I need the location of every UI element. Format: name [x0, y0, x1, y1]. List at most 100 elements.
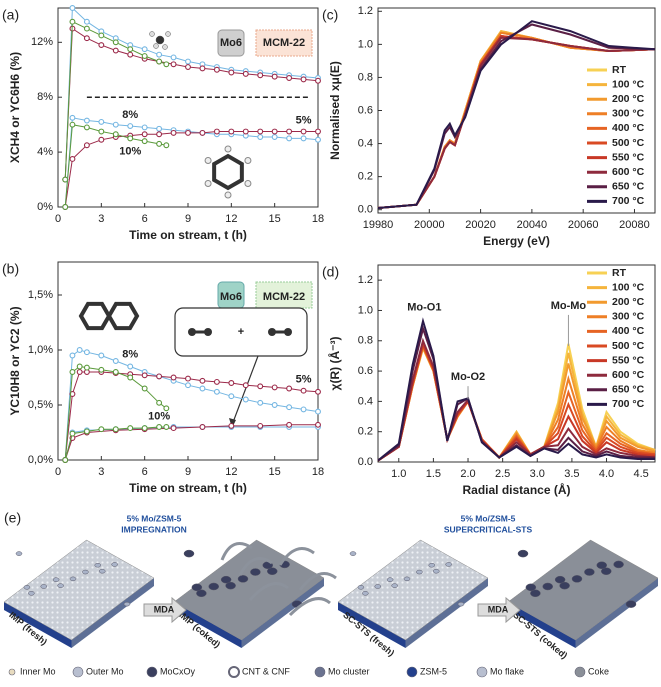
annotation: Mo-O1 [407, 301, 441, 313]
data-point [83, 142, 90, 149]
slab-side [241, 578, 324, 648]
mo-particle [28, 591, 35, 596]
data-point [141, 425, 148, 432]
y-tick-label: 8% [37, 91, 53, 103]
panel-label: (a) [2, 7, 19, 23]
data-point [185, 58, 191, 65]
legend-label: 200 °C [612, 93, 645, 105]
mo-particle [357, 585, 365, 590]
data-point [62, 204, 69, 210]
mo-particle [111, 562, 118, 567]
data-point [98, 42, 105, 49]
legend-label: CNT & CNF [242, 666, 290, 676]
mo-particle [457, 601, 465, 607]
mda-arrow [477, 596, 521, 624]
coke-particle [596, 561, 607, 569]
data-point [286, 75, 293, 81]
data-point [242, 128, 249, 135]
molecule-atom [165, 31, 171, 37]
series-label: 5% [296, 374, 312, 386]
mo-particle [374, 584, 381, 589]
x-tick-label: 20000 [414, 219, 445, 231]
coke-particle [191, 583, 203, 592]
data-point [185, 375, 191, 382]
slab-side [508, 602, 576, 648]
data-point [141, 138, 148, 145]
data-point [112, 426, 119, 433]
series-label: 10% [119, 145, 141, 157]
data-point [98, 136, 105, 143]
legend-label: 550 °C [612, 151, 645, 163]
data-point [69, 391, 76, 397]
legend-icon [8, 668, 16, 676]
x-tick-label: 12 [225, 466, 237, 478]
annotation: Mo-Mo [551, 300, 587, 312]
data-point [112, 47, 119, 54]
ethane-box [174, 307, 308, 357]
data-point [271, 73, 278, 80]
x-tick-label: 20040 [517, 219, 548, 231]
y-tick-label: 1.0 [358, 38, 373, 50]
x-tick-label: 19980 [363, 219, 394, 231]
data-point [300, 128, 307, 135]
data-point [156, 131, 163, 138]
data-point [228, 128, 235, 135]
x-tick-label: 9 [185, 466, 191, 478]
schematic-title: 5% Mo/ZSM-5 [127, 513, 182, 523]
x-tick-label: 4.5 [634, 468, 649, 480]
legend-label: Coke [588, 666, 609, 676]
data-point [286, 135, 293, 142]
x-tick-label: 3 [98, 466, 104, 478]
mcm22-icon [255, 281, 313, 309]
data-point [127, 123, 134, 129]
y-axis-label: χ(R) (Å⁻³) [327, 337, 342, 391]
data-point [83, 117, 90, 124]
slab-side [338, 602, 406, 648]
coke-particle [196, 589, 207, 598]
y-axis-label: Normalised xμ(E) [328, 61, 342, 160]
schematic-title: 5% Mo/ZSM-5 [461, 513, 516, 523]
data-point [112, 358, 119, 364]
coke-particle [517, 549, 529, 558]
data-point [76, 369, 83, 375]
legend-label: 400 °C [612, 325, 645, 337]
x-tick-label: 0 [55, 213, 61, 225]
x-tick-label: 18 [312, 466, 324, 478]
x-tick-label: 1.0 [391, 468, 406, 480]
series-line [377, 20, 656, 209]
data-point [257, 128, 264, 135]
panel-label: (d) [322, 264, 339, 280]
y-tick-label: 0,0% [28, 454, 53, 466]
data-point [83, 18, 90, 25]
data-point [98, 426, 105, 433]
data-point [300, 135, 307, 142]
legend-icon [574, 666, 586, 678]
ethane-c [204, 328, 212, 336]
mcm22-icon [255, 29, 313, 57]
benzene-ring [212, 153, 244, 191]
legend-label: 700 °C [612, 195, 645, 207]
coke-particle [225, 581, 236, 590]
x-tick-label: 2.0 [460, 468, 475, 480]
data-point [163, 424, 170, 430]
y-tick-label: 1,0% [28, 344, 53, 356]
legend-label: 200 °C [612, 296, 645, 308]
x-tick-label: 0 [55, 466, 61, 478]
y-tick-label: 0.2 [358, 171, 373, 183]
data-point [127, 135, 134, 142]
data-point [199, 424, 206, 430]
x-tick-label: 3 [98, 213, 104, 225]
data-point [286, 421, 293, 428]
coke-particle [220, 575, 232, 584]
data-point [242, 382, 249, 389]
coke-particle [559, 581, 570, 590]
legend-label: MoCxOy [160, 666, 196, 676]
mo-particle [52, 577, 60, 582]
benzene-h [224, 145, 232, 153]
coke-particle [237, 575, 249, 583]
series-line [377, 325, 655, 462]
data-point [185, 64, 191, 70]
data-point [141, 46, 148, 53]
x-tick-label: 15 [269, 466, 281, 478]
